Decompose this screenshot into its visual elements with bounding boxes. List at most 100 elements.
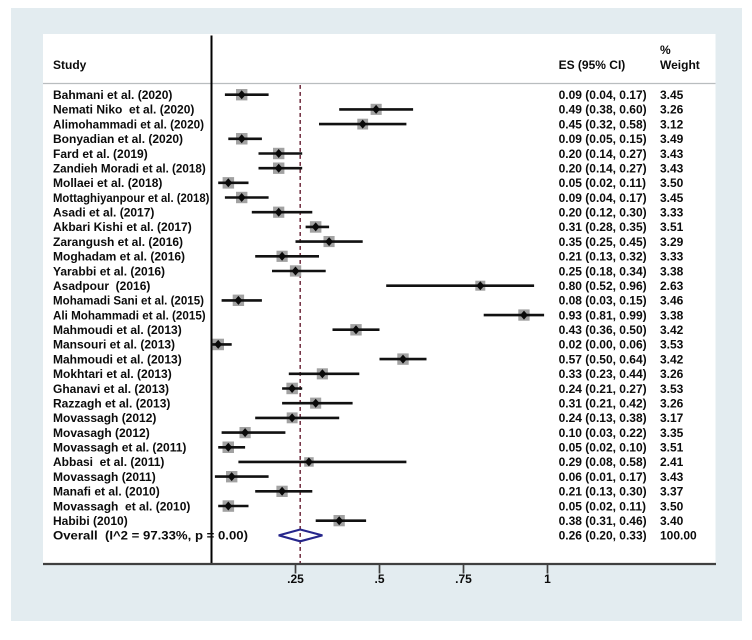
svg-text:3.33: 3.33: [660, 206, 684, 220]
svg-text:Mokhtari et al. (2013): Mokhtari et al. (2013): [53, 367, 172, 381]
svg-text:Fard et al. (2019): Fard et al. (2019): [53, 147, 148, 161]
svg-text:3.43: 3.43: [660, 470, 684, 484]
svg-text:0.31 (0.21, 0.42): 0.31 (0.21, 0.42): [559, 397, 647, 411]
svg-text:Akbari Kishi et al. (2017): Akbari Kishi et al. (2017): [53, 220, 192, 234]
svg-text:Abbasi et al. (2011): Abbasi et al. (2011): [53, 455, 164, 469]
svg-text:0.20 (0.12, 0.30): 0.20 (0.12, 0.30): [559, 206, 647, 220]
svg-text:.25: .25: [287, 572, 304, 586]
svg-text:3.53: 3.53: [660, 338, 684, 352]
svg-text:Movasagh (2012): Movasagh (2012): [53, 426, 150, 440]
svg-text:0.43 (0.36, 0.50): 0.43 (0.36, 0.50): [559, 323, 647, 337]
svg-text:0.09 (0.04, 0.17): 0.09 (0.04, 0.17): [559, 88, 647, 102]
svg-text:0.08 (0.03, 0.15): 0.08 (0.03, 0.15): [559, 294, 647, 308]
svg-text:0.25 (0.18, 0.34): 0.25 (0.18, 0.34): [559, 264, 647, 278]
svg-text:3.29: 3.29: [660, 235, 684, 249]
svg-text:0.26 (0.20, 0.33): 0.26 (0.20, 0.33): [559, 529, 647, 543]
svg-text:3.42: 3.42: [660, 323, 684, 337]
svg-text:3.33: 3.33: [660, 250, 684, 264]
svg-text:Bahmani et al. (2020): Bahmani et al. (2020): [53, 88, 172, 102]
svg-text:0.80 (0.52, 0.96): 0.80 (0.52, 0.96): [559, 279, 647, 293]
svg-text:0.05 (0.02, 0.10): 0.05 (0.02, 0.10): [559, 441, 647, 455]
svg-text:Movassagh (2011): Movassagh (2011): [53, 470, 156, 484]
svg-text:Asadpour (2016): Asadpour (2016): [53, 279, 150, 293]
svg-text:3.40: 3.40: [660, 514, 684, 528]
svg-text:0.45 (0.32, 0.58): 0.45 (0.32, 0.58): [559, 117, 647, 131]
svg-text:Moghadam et al. (2016): Moghadam et al. (2016): [53, 250, 185, 264]
svg-text:0.24 (0.21, 0.27): 0.24 (0.21, 0.27): [559, 382, 647, 396]
svg-text:3.26: 3.26: [660, 103, 684, 117]
svg-text:100.00: 100.00: [660, 529, 697, 543]
svg-text:3.43: 3.43: [660, 147, 684, 161]
svg-text:0.09 (0.05, 0.15): 0.09 (0.05, 0.15): [559, 132, 647, 146]
svg-text:3.37: 3.37: [660, 485, 684, 499]
svg-text:0.31 (0.28, 0.35): 0.31 (0.28, 0.35): [559, 220, 647, 234]
svg-text:Mottaghiyanpour et al. (2018): Mottaghiyanpour et al. (2018): [53, 191, 209, 205]
svg-text:3.53: 3.53: [660, 382, 684, 396]
svg-text:Study: Study: [53, 58, 87, 72]
svg-text:0.33 (0.23, 0.44): 0.33 (0.23, 0.44): [559, 367, 647, 381]
svg-text:Weight: Weight: [660, 58, 700, 72]
svg-text:3.38: 3.38: [660, 308, 684, 322]
svg-text:Yarabbi et al. (2016): Yarabbi et al. (2016): [53, 264, 165, 278]
svg-text:Zandieh Moradi et al. (2018): Zandieh Moradi et al. (2018): [53, 162, 206, 176]
svg-text:3.45: 3.45: [660, 88, 684, 102]
svg-text:0.93 (0.81, 0.99): 0.93 (0.81, 0.99): [559, 308, 647, 322]
svg-text:Movassagh (2012): Movassagh (2012): [53, 411, 156, 425]
svg-text:.75: .75: [455, 572, 472, 586]
svg-text:3.46: 3.46: [660, 294, 684, 308]
svg-text:Mansouri et al. (2013): Mansouri et al. (2013): [53, 338, 175, 352]
svg-text:Zarangush et al. (2016): Zarangush et al. (2016): [53, 235, 183, 249]
svg-text:Mahmoudi et al. (2013): Mahmoudi et al. (2013): [53, 323, 182, 337]
svg-text:0.24 (0.13, 0.38): 0.24 (0.13, 0.38): [559, 411, 647, 425]
svg-text:Overall (I^2 = 97.33%, p = 0.: Overall (I^2 = 97.33%, p = 0.00): [53, 529, 248, 543]
svg-text:0.57 (0.50, 0.64): 0.57 (0.50, 0.64): [559, 352, 647, 366]
svg-text:ES (95% CI): ES (95% CI): [559, 58, 626, 72]
svg-text:%: %: [660, 43, 671, 57]
svg-text:Manafi et al. (2010): Manafi et al. (2010): [53, 485, 160, 499]
svg-text:2.41: 2.41: [660, 455, 684, 469]
svg-text:0.06 (0.01, 0.17): 0.06 (0.01, 0.17): [559, 470, 647, 484]
svg-text:0.38 (0.31, 0.46): 0.38 (0.31, 0.46): [559, 514, 647, 528]
svg-text:Ali Mohammadi et al. (2015): Ali Mohammadi et al. (2015): [53, 308, 206, 322]
svg-text:0.29 (0.08, 0.58): 0.29 (0.08, 0.58): [559, 455, 647, 469]
svg-text:0.20 (0.14, 0.27): 0.20 (0.14, 0.27): [559, 147, 647, 161]
svg-text:3.49: 3.49: [660, 132, 684, 146]
svg-text:2.63: 2.63: [660, 279, 684, 293]
svg-text:0.05 (0.02, 0.11): 0.05 (0.02, 0.11): [559, 499, 646, 513]
svg-text:0.09 (0.04, 0.17): 0.09 (0.04, 0.17): [559, 191, 647, 205]
svg-text:Mohamadi Sani et al. (2015): Mohamadi Sani et al. (2015): [53, 294, 204, 308]
svg-text:3.42: 3.42: [660, 352, 684, 366]
svg-text:3.38: 3.38: [660, 264, 684, 278]
svg-text:3.43: 3.43: [660, 162, 684, 176]
svg-text:Razzagh et al. (2013): Razzagh et al. (2013): [53, 397, 170, 411]
svg-text:Habibi (2010): Habibi (2010): [53, 514, 128, 528]
svg-text:3.12: 3.12: [660, 117, 684, 131]
svg-text:Mollaei et al. (2018): Mollaei et al. (2018): [53, 176, 162, 190]
svg-text:0.20 (0.14, 0.27): 0.20 (0.14, 0.27): [559, 162, 647, 176]
svg-text:3.50: 3.50: [660, 176, 684, 190]
svg-text:Nemati Niko et al. (2020): Nemati Niko et al. (2020): [53, 103, 194, 117]
svg-text:Movassagh et al. (2011): Movassagh et al. (2011): [53, 441, 186, 455]
svg-text:3.17: 3.17: [660, 411, 684, 425]
svg-text:Mahmoudi et al. (2013): Mahmoudi et al. (2013): [53, 352, 182, 366]
svg-text:0.05 (0.02, 0.11): 0.05 (0.02, 0.11): [559, 176, 646, 190]
svg-text:3.26: 3.26: [660, 397, 684, 411]
svg-text:0.02 (0.00, 0.06): 0.02 (0.00, 0.06): [559, 338, 647, 352]
svg-text:0.10 (0.03, 0.22): 0.10 (0.03, 0.22): [559, 426, 647, 440]
svg-text:0.35 (0.25, 0.45): 0.35 (0.25, 0.45): [559, 235, 647, 249]
svg-text:.5: .5: [374, 572, 384, 586]
svg-text:0.21 (0.13, 0.30): 0.21 (0.13, 0.30): [559, 485, 647, 499]
svg-text:1: 1: [544, 572, 551, 586]
svg-text:Ghanavi et al. (2013): Ghanavi et al. (2013): [53, 382, 169, 396]
svg-text:Bonyadian et al. (2020): Bonyadian et al. (2020): [53, 132, 183, 146]
svg-text:0.21 (0.13, 0.32): 0.21 (0.13, 0.32): [559, 250, 647, 264]
svg-text:3.51: 3.51: [660, 220, 684, 234]
svg-text:Asadi et al. (2017): Asadi et al. (2017): [53, 206, 154, 220]
svg-text:3.50: 3.50: [660, 499, 684, 513]
svg-text:3.26: 3.26: [660, 367, 684, 381]
svg-text:Alimohammadi et al. (2020): Alimohammadi et al. (2020): [53, 117, 204, 131]
svg-text:Movassagh et al. (2010): Movassagh et al. (2010): [53, 499, 190, 513]
svg-text:0.49 (0.38, 0.60): 0.49 (0.38, 0.60): [559, 103, 647, 117]
svg-text:3.35: 3.35: [660, 426, 684, 440]
svg-text:3.51: 3.51: [660, 441, 684, 455]
